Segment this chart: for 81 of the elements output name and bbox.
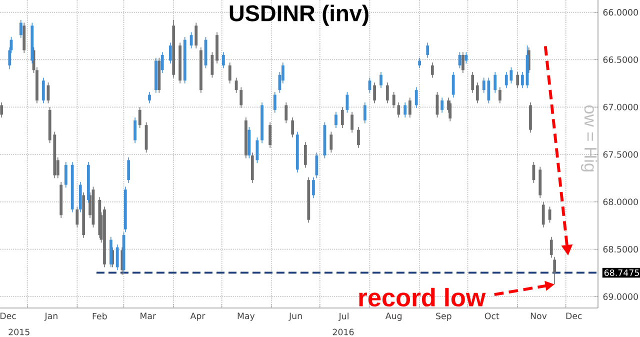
candlestick [408,97,412,118]
candlestick [452,72,455,98]
candlestick [315,152,318,179]
candlestick [160,52,164,74]
candlestick [426,42,430,58]
candlestick [471,72,474,94]
candlestick [334,111,338,128]
text: 2016 [332,328,354,336]
candlestick [440,97,444,114]
candlestick [268,122,272,148]
candlestick [76,206,79,228]
candlestick [550,236,553,258]
candlestick [521,72,524,89]
x-tick-label: Sep [436,312,452,321]
candlestick [373,82,376,104]
candlestick [19,20,22,38]
candlestick [134,117,136,144]
x-tick-label: Jun [288,312,302,321]
candlestick [464,52,468,64]
candlestick [116,244,119,270]
candlestick [542,201,545,228]
candlestick [228,62,232,84]
candlestick [397,102,400,118]
ref-line-label: 68.7475 [604,269,639,276]
x-tick-label: Apr [190,312,206,321]
x-tick-label: Nov [530,312,547,320]
candlestick [494,72,497,94]
candlestick [476,82,479,104]
annotation: ow = Hig [580,105,598,172]
candlestick [222,52,225,69]
x-tick-label: Oct [484,312,500,320]
candlestick [386,82,389,104]
y-tick-label: 68.5000 [603,246,638,253]
candlestick [64,162,68,188]
x-tick-label: Feb [92,312,107,320]
candlestick [414,86,418,108]
candlestick [291,117,294,138]
y-tick-label: 66.0000 [603,9,638,16]
x-tick-label: Jan [44,312,58,321]
candlestick [138,106,142,128]
candlestick [340,106,344,128]
x-tick-label: Mar [140,312,156,320]
candlestick [304,142,307,168]
candlestick [194,22,198,49]
candlestick [234,77,238,94]
candlestick [330,131,333,153]
candlestick [404,102,407,118]
candlestick [168,42,172,64]
candlestick [127,156,130,184]
x-tick-label: May [238,312,255,321]
chart-title: USDINR (inv) [230,4,368,26]
candlestick [392,92,396,108]
x-tick-label: Jul [338,312,348,322]
x-tick-label: Dec [0,312,16,320]
candlestick [430,62,434,78]
candlestick [148,92,151,104]
candlestick [350,111,354,134]
candlestick [273,92,276,114]
candlestick [553,256,556,285]
y-tick-label: 66.5000 [603,56,638,63]
candlestick [516,72,520,89]
candlestick [284,102,288,124]
y-tick-label: 67.0000 [603,104,638,110]
candlestick [42,77,45,104]
y-tick-label: 67.5000 [603,151,638,158]
x-tick-label: Aug [385,312,402,321]
candlestick [0,102,4,118]
candlestick [418,57,422,69]
candlestick [462,52,464,74]
y-tick-label: 69.0000 [603,293,638,300]
annotation: record low [359,288,486,307]
candlestick [363,102,366,124]
x-tick-label: Dec [566,312,582,320]
candlestick [498,86,502,104]
text: 2015 [8,328,30,336]
candlestick [448,100,452,122]
candlestick [312,176,315,198]
y-tick-label: 68.0000 [603,198,638,206]
candlestick [240,86,243,108]
candlestick [357,126,360,148]
candlestick [380,72,382,89]
